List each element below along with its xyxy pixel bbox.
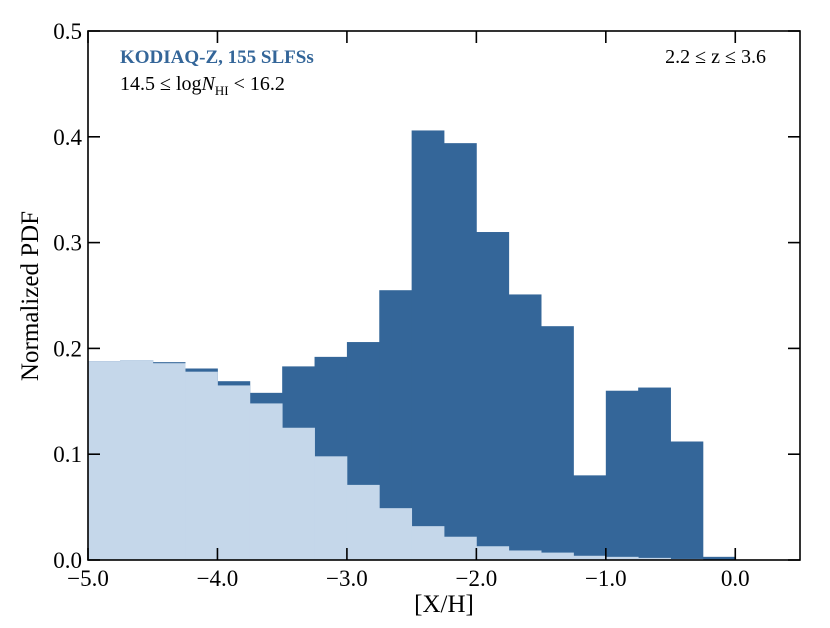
bar xyxy=(476,546,510,560)
bar xyxy=(88,361,121,560)
y-tick-label: 0.0 xyxy=(53,548,82,573)
bar xyxy=(411,526,445,560)
bar xyxy=(541,552,574,560)
y-tick-label: 0.3 xyxy=(53,231,82,256)
x-tick-label: −3.0 xyxy=(326,566,368,591)
y-tick-label: 0.5 xyxy=(53,19,82,44)
bar xyxy=(605,390,639,560)
annotation-part: 14.5 ≤ log xyxy=(120,73,202,95)
x-tick-label: −2.0 xyxy=(455,566,497,591)
bar xyxy=(702,556,736,560)
annotation: 14.5 ≤ logNHI < 16.2 xyxy=(120,73,285,98)
annotation: 2.2 ≤ z ≤ 3.6 xyxy=(665,46,766,68)
x-axis-label: [X/H] xyxy=(414,591,474,618)
bar xyxy=(573,475,607,560)
bar xyxy=(379,508,413,560)
bar xyxy=(314,456,348,560)
bar xyxy=(411,130,445,560)
bar xyxy=(638,557,671,560)
x-tick-label: −4.0 xyxy=(197,566,239,591)
y-axis-label: Normalized PDF xyxy=(17,211,44,381)
bar xyxy=(249,403,283,560)
bar xyxy=(573,555,607,560)
plot-frame xyxy=(87,30,801,561)
bar xyxy=(670,441,704,560)
bar xyxy=(282,427,315,560)
bar xyxy=(185,371,218,560)
y-tick-label: 0.1 xyxy=(53,442,82,467)
annotation-part: < 16.2 xyxy=(229,73,285,95)
bar xyxy=(217,385,251,560)
bar xyxy=(508,550,542,560)
bar xyxy=(605,556,639,560)
bar xyxy=(476,232,510,560)
y-tick-label: 0.2 xyxy=(53,336,82,361)
bar xyxy=(120,360,154,560)
annotation-part: N xyxy=(201,73,217,95)
bar xyxy=(444,536,477,560)
x-tick-label: 0.0 xyxy=(721,566,750,591)
x-tick-label: −1.0 xyxy=(585,566,627,591)
x-tick-label: −5.0 xyxy=(67,566,109,591)
bar xyxy=(444,143,477,560)
bar xyxy=(152,363,186,560)
bar xyxy=(638,387,671,560)
bar xyxy=(508,294,542,560)
annotation: KODIAQ-Z, 155 SLFSs xyxy=(120,47,314,68)
bar xyxy=(541,326,574,560)
annotation-part: HI xyxy=(215,83,229,98)
bar xyxy=(346,484,380,560)
y-tick-label: 0.4 xyxy=(53,125,82,150)
